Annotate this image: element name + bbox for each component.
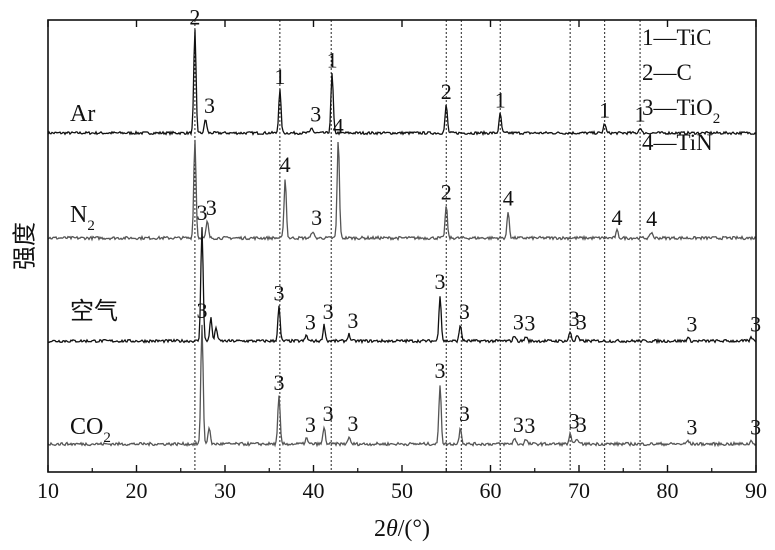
x-tick-label: 10: [37, 478, 59, 503]
peak-label: 3: [435, 358, 446, 383]
series-label: 空气: [70, 298, 118, 325]
peak-label: 2: [189, 4, 200, 29]
series-line: [47, 324, 757, 448]
peak-label: 3: [459, 299, 470, 324]
peak-label: 3: [196, 200, 207, 225]
peak-label: 3: [459, 401, 470, 426]
x-tick-label: 20: [126, 478, 148, 503]
reference-lines: [194, 20, 641, 472]
diffraction-traces: [47, 29, 757, 448]
peak-label: 3: [305, 412, 316, 437]
x-tick-label: 70: [568, 478, 590, 503]
peak-label: 3: [310, 102, 321, 127]
legend-entry: 3—TiO2: [642, 95, 720, 127]
peak-label: 3: [347, 411, 358, 436]
x-tick-label: 50: [391, 478, 413, 503]
peak-label: 3: [305, 309, 316, 334]
peak-label: 3: [273, 281, 284, 306]
peak-label: 3: [569, 408, 580, 433]
peak-label: 1: [599, 97, 610, 122]
legend-entry: 4—TiN: [642, 130, 713, 155]
peak-label: 3: [524, 310, 535, 335]
peak-label: 3: [686, 414, 697, 439]
x-axis-label: 2θ/(°): [374, 516, 430, 542]
peak-label: 3: [524, 413, 535, 438]
series-labels: Ar N2 空气 CO2: [70, 101, 118, 446]
peak-label: 3: [686, 312, 697, 337]
peak-label: 1: [327, 48, 338, 73]
x-axis-ticks: 10 20 30 40 50 60 70 80 90: [37, 20, 767, 503]
peak-label: 4: [646, 206, 657, 231]
peak-label: 3: [196, 298, 207, 323]
peak-label: 4: [612, 205, 623, 230]
peak-label: 3: [569, 306, 580, 331]
peak-label: 1: [274, 64, 285, 89]
peak-label: 3: [311, 205, 322, 230]
legend-entry: 1—TiC: [642, 25, 711, 50]
series-label: N2: [70, 202, 95, 234]
peak-label: 3: [273, 370, 284, 395]
peak-label: 3: [204, 93, 215, 118]
series-label: Ar: [70, 101, 95, 127]
y-axis-label: 强度: [12, 222, 39, 270]
series-line: [47, 227, 757, 345]
peak-label: 2: [441, 79, 452, 104]
peak-label: 2: [441, 180, 452, 205]
x-axis-label-suffix: /(°): [398, 516, 430, 542]
peak-label: 3: [576, 309, 587, 334]
peak-label: 3: [323, 299, 334, 324]
series-label: CO2: [70, 414, 111, 446]
x-tick-label: 60: [480, 478, 502, 503]
x-tick-label: 90: [745, 478, 767, 503]
plot-frame: [47, 19, 757, 473]
peak-label: 1: [495, 88, 506, 113]
x-tick-label: 80: [657, 478, 679, 503]
peak-label: 3: [435, 269, 446, 294]
x-axis-label-theta: θ: [386, 516, 398, 542]
peak-label: 3: [347, 308, 358, 333]
x-tick-label: 30: [214, 478, 236, 503]
peak-label: 1: [635, 102, 646, 127]
legend-entry: 2—C: [642, 60, 692, 85]
series-line: [47, 139, 757, 242]
legend: 1—TiC 2—C 3—TiO2 4—TiN: [642, 25, 720, 155]
x-axis-label-prefix: 2: [374, 516, 386, 542]
peak-label: 4: [333, 114, 344, 139]
series-line: [47, 29, 757, 137]
peak-label: 4: [503, 186, 514, 211]
peak-label: 3: [513, 309, 524, 334]
peak-label: 3: [513, 412, 524, 437]
peak-label: 3: [576, 412, 587, 437]
peak-label: 3: [323, 401, 334, 426]
x-tick-label: 40: [303, 478, 325, 503]
peak-label: 3: [206, 195, 217, 220]
peak-label: 4: [280, 152, 291, 177]
